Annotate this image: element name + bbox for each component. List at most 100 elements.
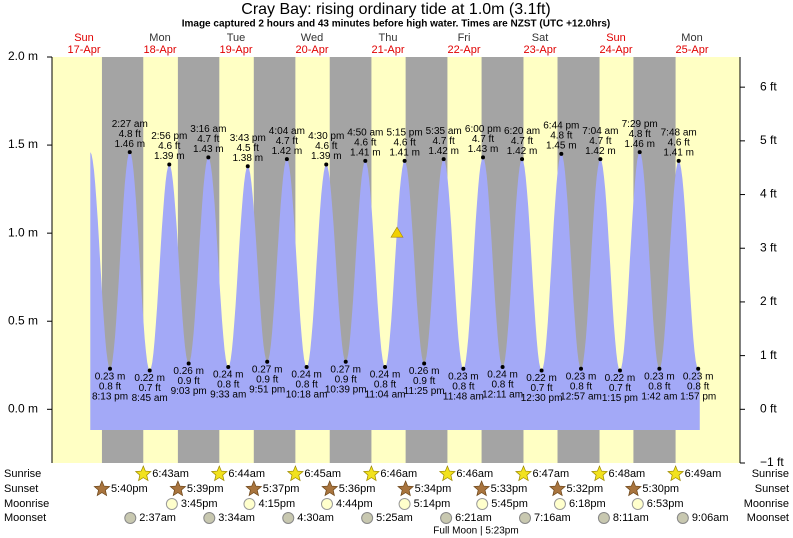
date: 25-Apr — [675, 44, 708, 56]
sunrise-time: 6:44am — [228, 468, 265, 480]
moonset-time: 8:11am — [613, 512, 649, 524]
sunrise-icon — [210, 465, 228, 482]
sunset-icon — [473, 480, 491, 497]
tide-label: 1.41 m — [663, 148, 694, 159]
moonset-time: 2:37am — [139, 512, 176, 524]
sunrise-time: 6:46am — [456, 468, 493, 480]
row-label: Moonset — [4, 512, 46, 524]
tide-label: 0.22 m — [526, 373, 557, 384]
row-label: Sunrise — [4, 468, 41, 480]
sunset-time: 5:33pm — [491, 483, 528, 495]
tide-label: 1.43 m — [468, 144, 499, 155]
moonrise-time: 6:53pm — [647, 498, 684, 510]
tide-label: 6:00 pm — [465, 124, 501, 135]
moonrise-time: 6:18pm — [569, 498, 606, 510]
date: 19-Apr — [219, 44, 252, 56]
tide-area — [90, 152, 700, 430]
tide-point — [657, 366, 662, 371]
sunrise-time: 6:49am — [685, 468, 722, 480]
tide-label: 1.42 m — [428, 146, 459, 157]
date: 21-Apr — [371, 44, 404, 56]
tide-label: 0.8 ft — [687, 381, 709, 392]
tide-label: 0.22 m — [134, 373, 165, 384]
tide-label: 0.8 ft — [374, 380, 396, 391]
tide-point — [284, 157, 289, 162]
y-tick-label: 1.5 m — [8, 137, 38, 151]
moonrise-time: 3:45pm — [181, 498, 218, 510]
tide-label: 0.8 ft — [295, 380, 317, 391]
tide-label: 0.26 m — [173, 366, 204, 377]
tide-label: 0.27 m — [252, 364, 283, 375]
date: 24-Apr — [599, 44, 632, 56]
tide-label: 0.9 ft — [335, 374, 357, 385]
tide-label: 0.24 m — [487, 370, 518, 381]
tide-label: 4.7 ft — [511, 136, 533, 147]
tide-label: 4:50 am — [347, 128, 383, 139]
sunrise-icon — [362, 465, 380, 482]
tide-point — [520, 157, 525, 162]
tide-label: 4.7 ft — [276, 136, 298, 147]
tide-label: 2:56 pm — [151, 131, 187, 142]
tide-point — [559, 151, 564, 156]
moonrise-icon — [553, 498, 566, 510]
tide-label: 4.6 ft — [668, 138, 690, 149]
y-tick-label: 2.0 m — [8, 49, 38, 63]
sunrise-icon — [591, 465, 608, 482]
tide-label: 3:43 pm — [230, 133, 266, 144]
chart-subtitle: Image captured 2 hours and 43 minutes be… — [182, 19, 611, 30]
tide-label: 0.23 m — [644, 371, 675, 382]
tide-label: 4.6 ft — [315, 141, 337, 152]
weekday: Sun — [606, 32, 626, 44]
tide-label: 4.6 ft — [158, 141, 180, 152]
sunrise-icon — [515, 465, 532, 482]
y2-tick-label: 2 ft — [760, 294, 777, 308]
sunset-icon — [93, 480, 111, 497]
sunrise-time: 6:43am — [152, 468, 189, 480]
tide-label: 4.8 ft — [550, 131, 572, 142]
tide-label: 0.22 m — [605, 373, 636, 384]
tide-label: 0.7 ft — [530, 383, 552, 394]
tide-label: 4.8 ft — [629, 129, 651, 140]
tide-label: 0.24 m — [291, 370, 322, 381]
tide-label: 0.7 ft — [139, 383, 161, 394]
y2-tick-label: 0 ft — [760, 401, 777, 415]
tide-label: 1.46 m — [624, 139, 655, 150]
tide-label: 1.46 m — [114, 139, 145, 150]
moonrise-icon — [243, 498, 256, 510]
y2-tick-label: −1 ft — [760, 455, 784, 469]
sunrise-time: 6:45am — [304, 468, 341, 480]
tide-label: 0.8 ft — [570, 381, 592, 392]
tide-point — [637, 150, 642, 155]
tide-point — [363, 158, 368, 163]
moonrise-icon — [398, 498, 411, 510]
tide-point — [481, 155, 485, 160]
weekday: Fri — [458, 32, 471, 44]
y2-tick-label: 5 ft — [760, 133, 777, 147]
moonset-time: 7:16am — [534, 512, 571, 524]
tide-label: 9:51 pm — [249, 384, 285, 395]
moonset-icon — [440, 512, 453, 524]
date: 22-Apr — [447, 44, 480, 56]
sunset-time: 5:34pm — [415, 483, 452, 495]
sunset-time: 5:39pm — [187, 483, 224, 495]
tide-label: 0.8 ft — [491, 380, 513, 391]
moonrise-time: 5:14pm — [414, 498, 451, 510]
tide-point — [108, 366, 113, 371]
weekday: Sat — [532, 32, 549, 44]
tide-label: 11:48 am — [443, 391, 484, 402]
sunset-time: 5:30pm — [642, 483, 679, 495]
y-tick-label: 0.0 m — [8, 401, 38, 415]
sunrise-time: 6:47am — [532, 468, 569, 480]
moon-phase: Full Moon | 5:23pm — [433, 526, 518, 537]
weekday: Thu — [379, 32, 398, 44]
tide-label: 1.38 m — [232, 153, 263, 164]
tide-point — [167, 162, 172, 167]
tide-label: 1.45 m — [546, 141, 577, 152]
y2-tick-label: 6 ft — [760, 79, 777, 93]
row-label: Sunrise — [752, 468, 789, 480]
sunset-icon — [624, 480, 642, 497]
tide-point — [422, 361, 427, 366]
tide-label: 8:45 am — [132, 393, 168, 404]
weekday: Tue — [227, 32, 246, 44]
